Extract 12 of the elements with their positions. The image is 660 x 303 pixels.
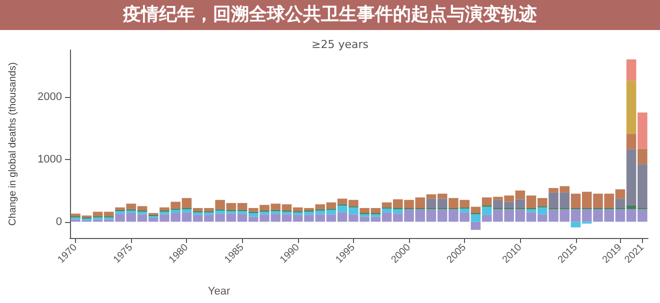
bar <box>460 208 470 212</box>
chart-subtitle: ≥25 years <box>312 38 369 51</box>
bar <box>626 80 636 134</box>
y-tick-label: 0 <box>56 216 62 228</box>
chart-title: 疫情纪年，回溯全球公共卫生事件的起点与演变轨迹 <box>0 0 660 30</box>
bar <box>626 59 636 81</box>
y-tick-label: 1000 <box>38 153 62 166</box>
y-tick-label: 2000 <box>38 90 62 103</box>
x-axis-title: Year <box>208 286 230 298</box>
bar <box>638 112 648 149</box>
bar <box>470 222 481 230</box>
y-axis-title: Change in global deaths (thousands) <box>8 62 18 226</box>
